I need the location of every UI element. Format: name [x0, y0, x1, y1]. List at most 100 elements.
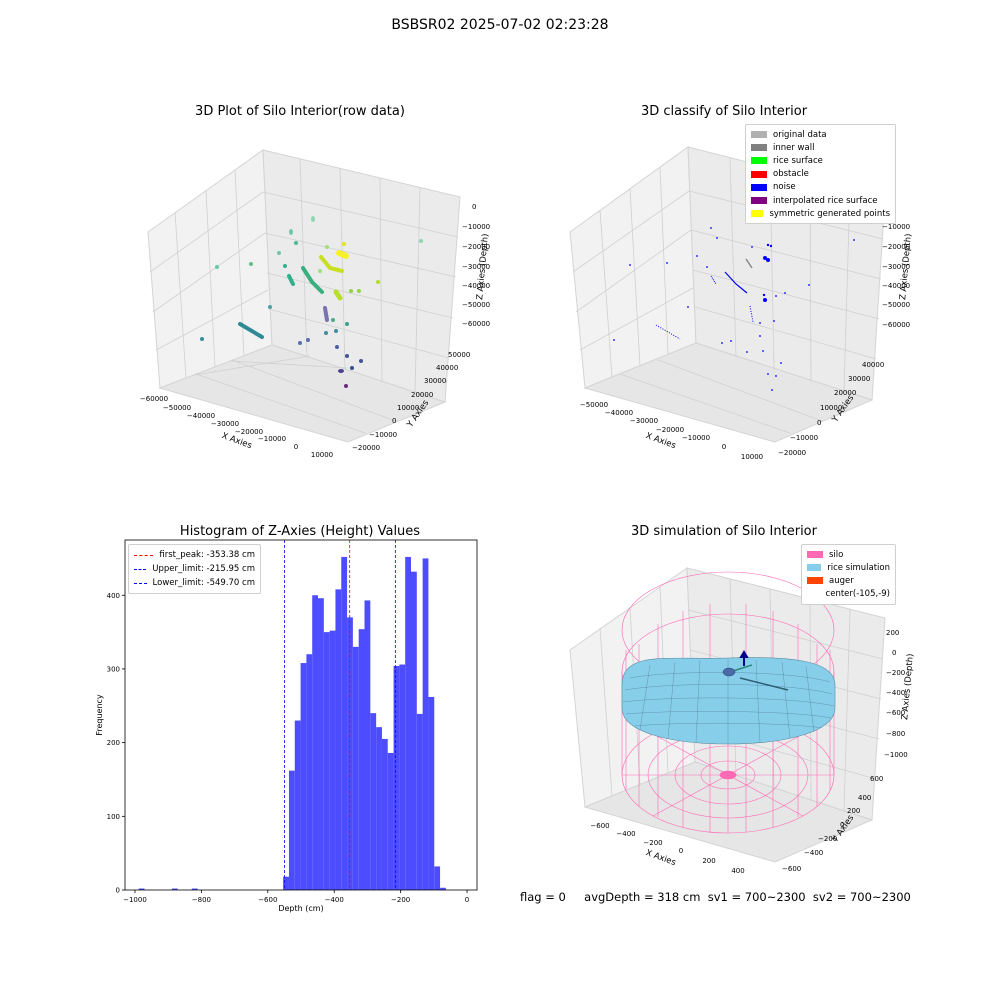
tick-label: −10000 [882, 223, 910, 231]
tick-label: 50000 [448, 351, 470, 359]
tick-label: −10000 [682, 434, 710, 442]
tick-label: −50000 [882, 301, 910, 309]
legend-label: auger [829, 575, 854, 586]
tick-label: −60000 [882, 321, 910, 329]
tick-label: 200 [107, 739, 120, 747]
tick-label: −1000 [884, 751, 908, 759]
histogram-bar [288, 770, 295, 890]
status-flag: flag = 0 [520, 890, 566, 904]
raw-x-ticks: −60000 −50000 −40000 −30000 −20000 −1000… [140, 395, 333, 459]
legend-swatch [751, 197, 767, 205]
tick-label: 10000 [311, 451, 333, 459]
status-line: flag = 0 avgDepth = 318 cm sv1 = 700~230… [520, 890, 911, 904]
histogram-x-label: Depth (cm) [278, 904, 323, 913]
legend-item: obstacle [751, 168, 890, 181]
legend-line-swatch [134, 582, 147, 584]
histogram-bar [393, 666, 400, 890]
legend-item: Lower_limit: -549.70 cm [134, 576, 255, 590]
histogram-bar [283, 876, 289, 890]
tick-label: 200 [847, 807, 860, 815]
tick-label: 40000 [862, 361, 884, 369]
legend-label: Upper_limit: -215.95 cm [152, 564, 255, 574]
tick-label: −40000 [882, 282, 910, 290]
histogram-bar [428, 696, 435, 890]
tick-label: 20000 [411, 391, 433, 399]
legend-label: symmetric generated points [769, 208, 890, 219]
rice-surface [621, 657, 836, 745]
legend-item: first_peak: -353.38 cm [134, 548, 255, 562]
tick-label: 0 [892, 649, 896, 657]
tick-label: 0 [817, 419, 821, 427]
tick-label: −50000 [580, 401, 608, 409]
legend-label: inner wall [773, 142, 815, 153]
tick-label: −30000 [882, 263, 910, 271]
tick-label: −40000 [605, 409, 633, 417]
legend-swatch [751, 170, 767, 178]
legend-item: inner wall [751, 141, 890, 154]
tick-label: −400 [886, 689, 905, 697]
histogram-y-ticks: 0 100 200 300 400 [107, 592, 125, 895]
histogram-bar [312, 595, 319, 890]
histogram-bars [138, 556, 446, 890]
tick-label: −600 [886, 709, 905, 717]
legend-item: original data [751, 128, 890, 141]
histogram-bar [318, 598, 324, 890]
tick-label: −800 [886, 730, 905, 738]
classify-plot-title: 3D classify of Silo Interior [640, 104, 808, 119]
tick-label: −40000 [187, 412, 215, 420]
legend-label: noise [773, 182, 796, 193]
tick-label: −600 [782, 865, 801, 873]
tick-label: −60000 [462, 320, 490, 328]
legend-swatch [751, 183, 767, 191]
tick-label: −20000 [656, 426, 684, 434]
tick-label: −800 [192, 896, 211, 904]
histogram-bar [358, 629, 365, 890]
legend-swatch [807, 564, 822, 572]
legend-line-swatch [134, 568, 147, 570]
tick-label: −30000 [462, 263, 490, 271]
simulation-z-ticks: 200 0 −200 −400 −600 −800 −1000 [884, 629, 908, 759]
histogram-bar [335, 589, 342, 890]
histogram-bar [370, 713, 377, 890]
histogram-bar [381, 738, 388, 890]
legend-label: original data [773, 129, 827, 140]
tick-label: −50000 [462, 301, 490, 309]
tick-label: 10000 [741, 453, 763, 461]
tick-label: 30000 [848, 375, 870, 383]
tick-label: −20000 [462, 243, 490, 251]
histogram-chart: −1000 −800 −600 −400 −200 0 0 100 200 300 400 Dep… [95, 539, 478, 913]
tick-label: 10000 [820, 404, 842, 412]
tick-label: 400 [107, 592, 120, 600]
histogram-bar [399, 664, 406, 890]
noise-points [613, 227, 855, 391]
histogram-x-ticks: −1000 −800 −600 −400 −200 0 [123, 890, 469, 904]
tick-label: −50000 [163, 404, 191, 412]
histogram-legend: first_peak: -353.38 cm Upper_limit: -215… [128, 544, 261, 594]
histogram-bar [405, 556, 411, 890]
tick-label: −40000 [462, 282, 490, 290]
tick-label: −400 [804, 849, 823, 857]
simulation-z-label: Z Axies (Depth) [900, 653, 916, 720]
legend-swatch [751, 157, 767, 165]
legend-label: first_peak: -353.38 cm [159, 550, 255, 560]
histogram-bar [191, 888, 198, 890]
histogram-bar [352, 646, 359, 890]
tick-label: −20000 [352, 444, 380, 452]
histogram-bar [440, 887, 446, 890]
tick-label: −400 [325, 896, 344, 904]
simulation-x-label: X Axies [644, 848, 677, 868]
legend-item: silo [807, 548, 890, 561]
legend-item: center(-105,-9) [807, 588, 890, 601]
tick-label: −10000 [790, 434, 818, 442]
tick-label: 0 [722, 443, 726, 451]
histogram-bar [387, 752, 394, 890]
histogram-bar [341, 556, 348, 890]
raw-plot-title: 3D Plot of Silo Interior(row data) [195, 104, 405, 119]
legend-label: rice surface [773, 155, 823, 166]
tick-label: 100 [107, 813, 120, 821]
status-summary: avgDepth = 318 cm sv1 = 700~2300 sv2 = 7… [584, 890, 911, 904]
legend-swatch [807, 591, 820, 598]
legend-item: rice surface [751, 154, 890, 167]
legend-label: center(-105,-9) [825, 589, 890, 600]
tick-label: 10000 [397, 404, 419, 412]
